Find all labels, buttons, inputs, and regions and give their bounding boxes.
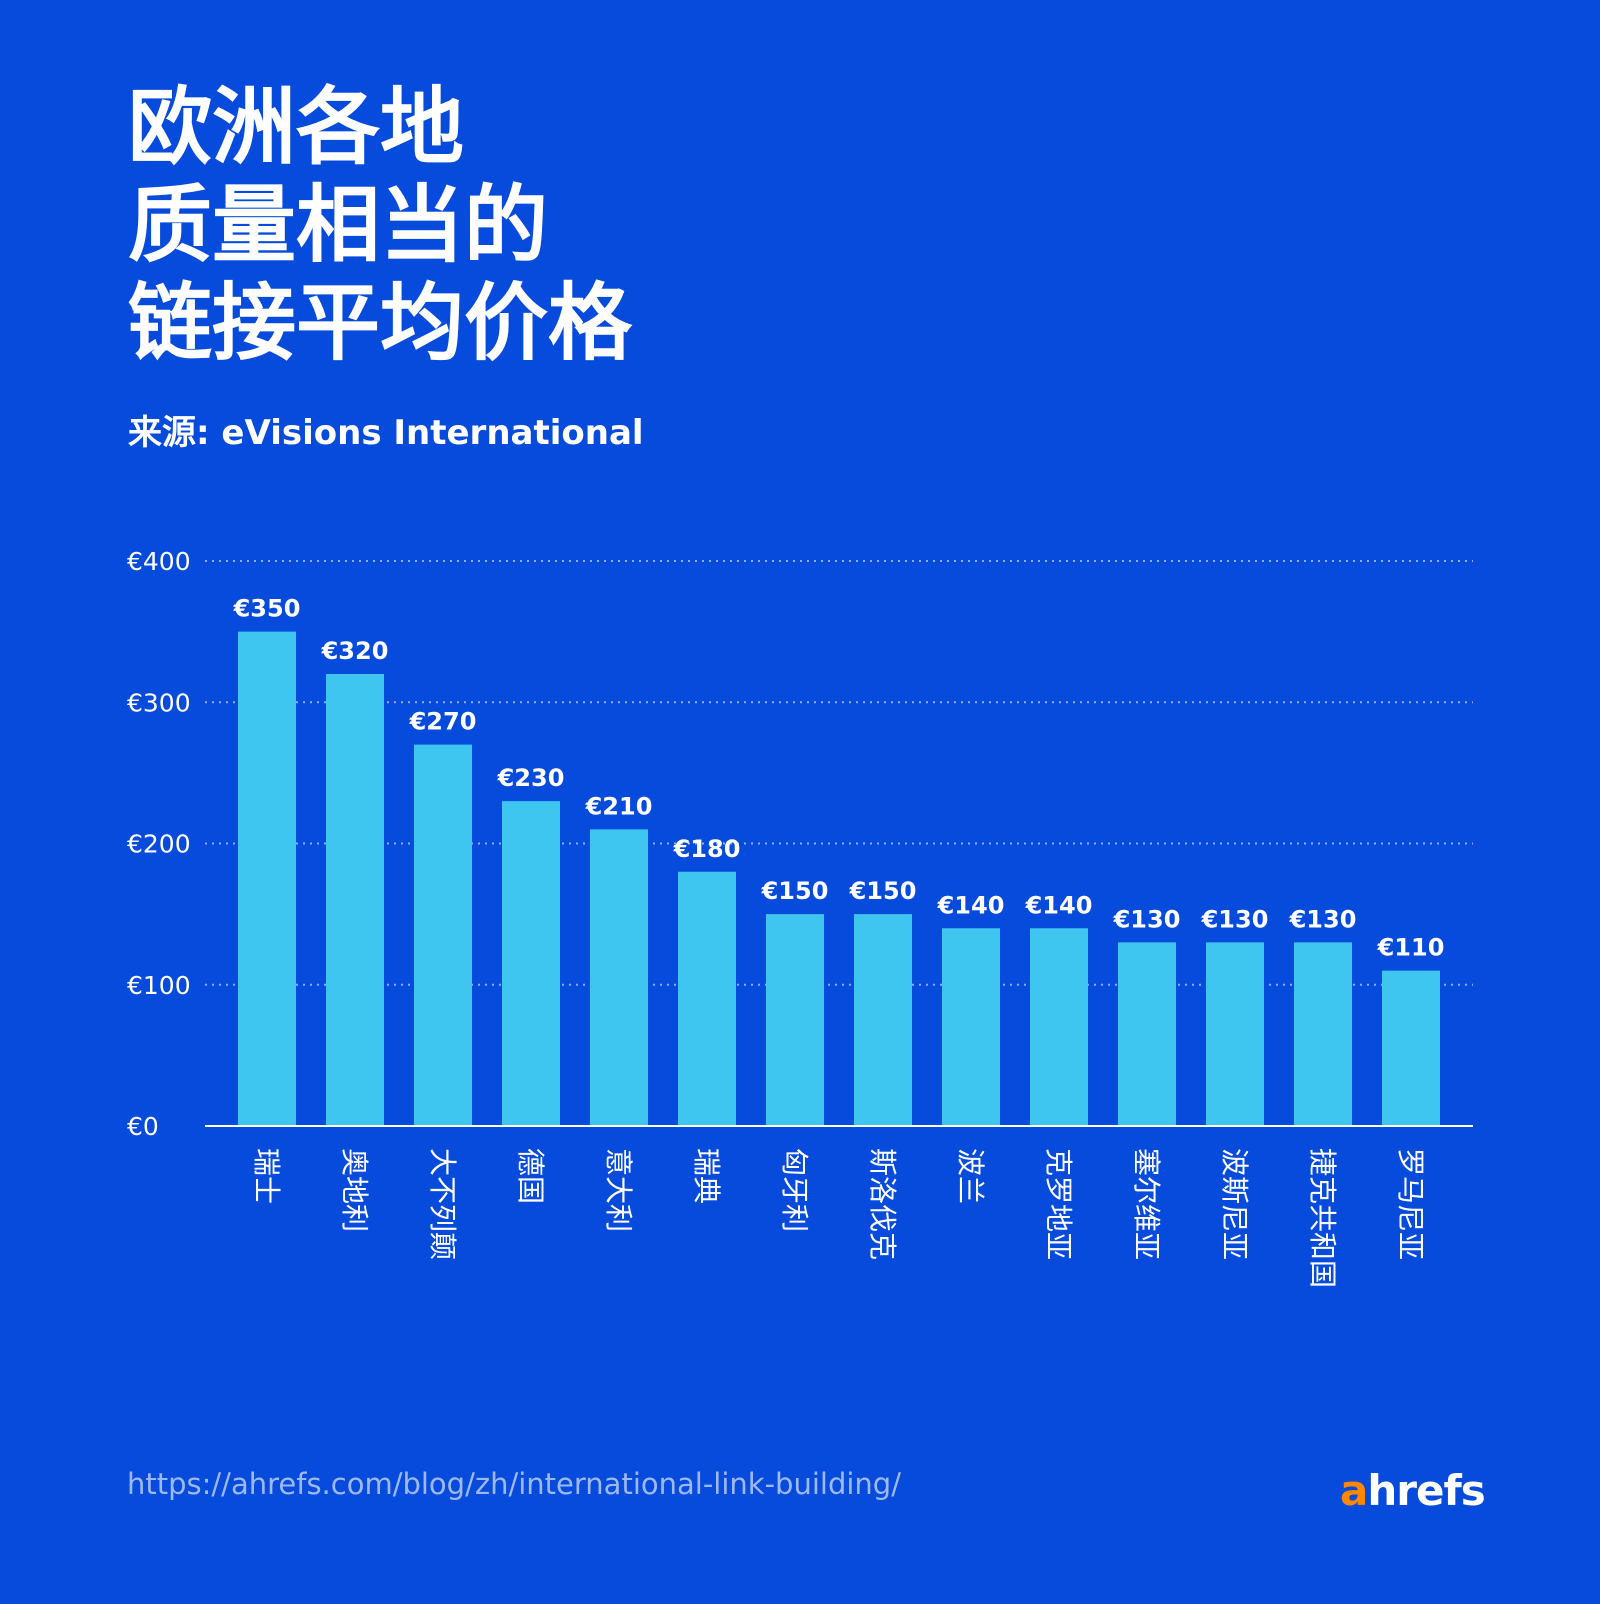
x-tick-label: 捷克共和国: [1306, 1148, 1339, 1288]
x-tick-label: 奥地利: [338, 1148, 371, 1232]
x-tick-label: 斯洛伐克: [866, 1148, 899, 1260]
x-tick-label: 波斯尼亚: [1218, 1148, 1251, 1260]
x-tick-label: 瑞士: [250, 1148, 283, 1204]
x-tick-label: 德国: [514, 1148, 547, 1204]
y-tick-label: €100: [127, 971, 191, 1000]
title-line: 质量相当的: [128, 176, 549, 274]
data-label: €140: [937, 891, 1005, 919]
bar: [1206, 942, 1264, 1126]
x-tick-label: 瑞典: [690, 1148, 723, 1204]
bar: [854, 914, 912, 1126]
data-label: €130: [1289, 905, 1357, 933]
bar: [502, 801, 560, 1126]
bar: [1118, 942, 1176, 1126]
bar: [1030, 928, 1088, 1126]
chart-source: 来源: eVisions International: [128, 413, 644, 453]
x-tick-label: 意大利: [602, 1148, 635, 1232]
y-tick-label: €200: [127, 830, 191, 859]
x-tick-label: 克罗地亚: [1042, 1148, 1075, 1260]
data-label: €130: [1113, 905, 1181, 933]
data-label: €230: [497, 764, 565, 792]
bar: [238, 631, 296, 1126]
title-line: 链接平均价格: [128, 274, 633, 372]
x-tick-label: 罗马尼亚: [1394, 1148, 1427, 1260]
data-label: €150: [761, 877, 829, 905]
y-tick-label: €300: [127, 688, 191, 717]
x-tick-label: 波兰: [954, 1148, 987, 1204]
bar: [942, 928, 1000, 1126]
data-label: €150: [849, 877, 917, 905]
ahrefs-logo: ahrefs: [1340, 1466, 1486, 1515]
bar: [766, 914, 824, 1126]
data-label: €320: [321, 637, 389, 665]
bar: [326, 674, 384, 1126]
bar: [1382, 970, 1440, 1126]
bar: [590, 829, 648, 1126]
data-label: €130: [1201, 905, 1269, 933]
bar: [1294, 942, 1352, 1126]
data-label: €140: [1025, 891, 1093, 919]
y-tick-label: €400: [127, 547, 191, 576]
data-label: €180: [673, 835, 741, 863]
data-label: €110: [1377, 934, 1445, 962]
data-label: €350: [233, 595, 301, 623]
bar: [414, 744, 472, 1126]
chart-title: 欧洲各地 质量相当的 链接平均价格: [128, 78, 632, 372]
data-label: €210: [585, 792, 653, 820]
y-tick-label: €0: [127, 1112, 159, 1141]
x-tick-label: 大不列颠: [426, 1148, 459, 1260]
data-label: €270: [409, 708, 477, 736]
title-line: 欧洲各地: [128, 78, 465, 176]
x-tick-label: 匈牙利: [778, 1148, 811, 1232]
bar: [678, 871, 736, 1126]
footer-url[interactable]: https://ahrefs.com/blog/zh/international…: [127, 1467, 901, 1501]
x-tick-label: 塞尔维亚: [1130, 1148, 1163, 1260]
